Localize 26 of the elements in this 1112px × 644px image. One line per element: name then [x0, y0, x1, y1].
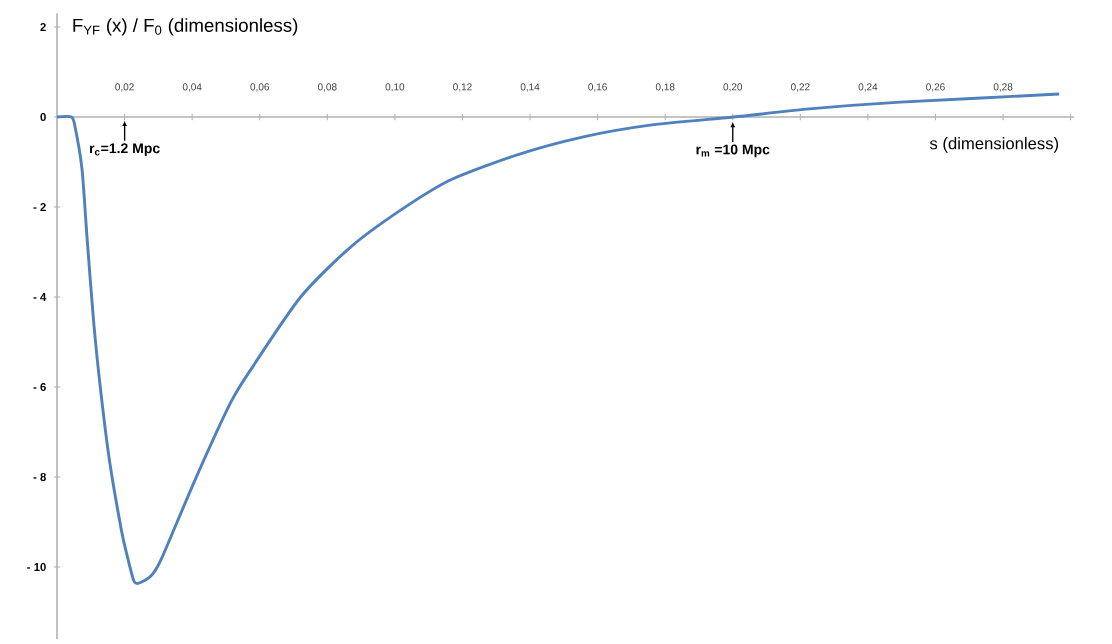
- x-tick-label: 0,10: [385, 83, 405, 92]
- x-tick-label: 0,04: [182, 83, 202, 92]
- y-tick-label: - 8: [33, 473, 46, 482]
- x-tick-label: 0,26: [926, 83, 945, 92]
- y-axis-title: F$_{YF}$ (x) / F$_{0}$ (dimensionless): [73, 18, 298, 36]
- y-tick-label: 0: [40, 113, 46, 122]
- x-tick-label: 0,06: [250, 83, 270, 92]
- x-tick-label: 0,22: [791, 83, 810, 92]
- y-tick-label: - 6: [33, 383, 46, 392]
- x-tick-label: 0,20: [723, 83, 743, 92]
- x-tick-label: 0,18: [655, 83, 675, 92]
- x-tick-label: 0,14: [520, 83, 540, 92]
- annotation: r$_{c}$=1.2 Mpc: [90, 143, 160, 156]
- x-tick-label: 0,08: [317, 83, 337, 92]
- y-tick-label: - 4: [33, 293, 47, 301]
- x-tick-label: 0,02: [115, 83, 134, 92]
- x-tick-label: 0,16: [588, 83, 607, 92]
- x-axis-title: s (dimensionless): [929, 137, 1059, 153]
- annotation: r$_{m}$ =10 Mpc: [696, 144, 770, 158]
- x-tick-label: 0,28: [993, 83, 1013, 92]
- y-tick-label: 2: [40, 23, 46, 31]
- x-tick-label: 0,12: [453, 83, 472, 92]
- x-tick-label: 0,24: [858, 83, 878, 92]
- line-series: [55, 92, 1061, 585]
- y-tick-label: - 10: [27, 563, 46, 572]
- y-tick-label: - 2: [33, 203, 46, 211]
